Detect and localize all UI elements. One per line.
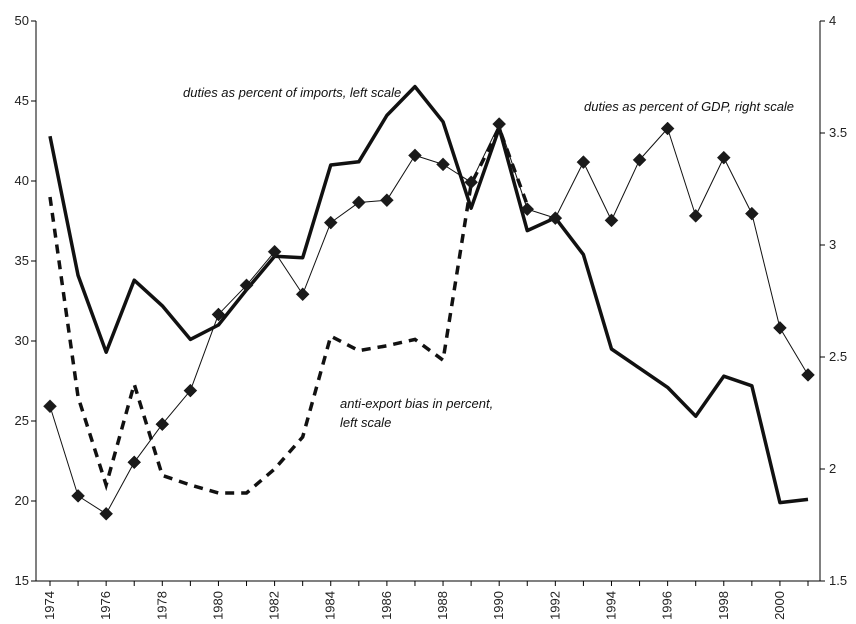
left-tick-label: 45: [15, 93, 29, 108]
data-point-gdp: [688, 209, 703, 223]
x-tick-label: 1996: [660, 591, 675, 620]
left-tick-label: 20: [15, 493, 29, 508]
x-tick-label: 1982: [267, 591, 282, 620]
x-tick-label: 1986: [379, 591, 394, 620]
data-point-gdp: [155, 417, 170, 432]
right-tick-label: 3.5: [829, 125, 847, 140]
right-axis-ticks: 1.5 2 2.5 3 3.5 4: [820, 13, 847, 588]
left-tick-label: 30: [15, 333, 29, 348]
x-tick-label: 1980: [210, 591, 225, 620]
annotation-bias-line1: anti-export bias in percent,: [340, 396, 493, 411]
series-layer: [48, 84, 809, 515]
axes: [35, 21, 821, 582]
right-tick-label: 3: [829, 237, 836, 252]
data-point-gdp: [267, 244, 282, 259]
data-point-gdp: [492, 117, 507, 131]
x-tick-label: 1998: [716, 591, 731, 620]
data-point-gdp: [408, 148, 422, 163]
data-point-gdp: [520, 202, 535, 217]
markers-layer: [43, 117, 815, 521]
left-axis-ticks: 15 20 25 30 35 40 45 50: [15, 13, 36, 588]
data-point-gdp: [99, 506, 114, 521]
left-tick-label: 15: [15, 573, 29, 588]
x-tick-label: 1992: [547, 591, 562, 620]
right-tick-label: 2.5: [829, 349, 847, 364]
series-line-imports: [48, 84, 809, 505]
annotation-imports: duties as percent of imports, left scale: [183, 85, 401, 100]
right-tick-label: 1.5: [829, 573, 847, 588]
right-tick-label: 2: [829, 461, 836, 476]
data-point-gdp: [239, 278, 254, 293]
series-line-gdp: [49, 123, 809, 515]
x-tick-label: 1978: [154, 591, 169, 620]
data-point-gdp: [773, 321, 787, 335]
data-point-gdp: [744, 206, 759, 221]
data-point-gdp: [380, 193, 394, 208]
x-tick-label: 2000: [772, 591, 787, 620]
annotation-gdp: duties as percent of GDP, right scale: [584, 99, 794, 114]
data-point-gdp: [211, 307, 226, 322]
data-point-gdp: [604, 213, 619, 228]
data-point-gdp: [183, 383, 198, 398]
data-point-gdp: [351, 195, 366, 210]
data-point-gdp: [43, 399, 57, 414]
data-point-gdp: [295, 287, 310, 302]
x-tick-label: 1990: [491, 591, 506, 620]
data-point-gdp: [801, 368, 815, 382]
left-tick-label: 50: [15, 13, 29, 28]
data-point-gdp: [576, 155, 591, 169]
data-point-gdp: [548, 211, 563, 225]
x-axis-ticks: 1974 1976 1978 1980 1982 1984 1986 1988 1990 1992…: [42, 581, 809, 620]
x-tick-label: 1984: [323, 591, 338, 620]
data-point-gdp: [660, 121, 675, 136]
data-point-gdp: [436, 157, 450, 172]
data-point-gdp: [632, 153, 647, 167]
data-point-gdp: [71, 489, 85, 503]
data-point-gdp: [323, 215, 338, 230]
left-tick-label: 40: [15, 173, 29, 188]
data-point-gdp: [127, 455, 142, 470]
left-tick-label: 35: [15, 253, 29, 268]
x-tick-label: 1974: [42, 591, 57, 620]
annotation-bias-line2: left scale: [340, 415, 391, 430]
data-point-gdp: [464, 175, 478, 190]
series-line-bias: [48, 123, 529, 495]
x-tick-label: 1988: [435, 591, 450, 620]
x-tick-label: 1994: [603, 591, 618, 620]
left-tick-label: 25: [15, 413, 29, 428]
x-tick-label: 1976: [98, 591, 113, 620]
data-point-gdp: [716, 150, 731, 165]
right-tick-label: 4: [829, 13, 836, 28]
